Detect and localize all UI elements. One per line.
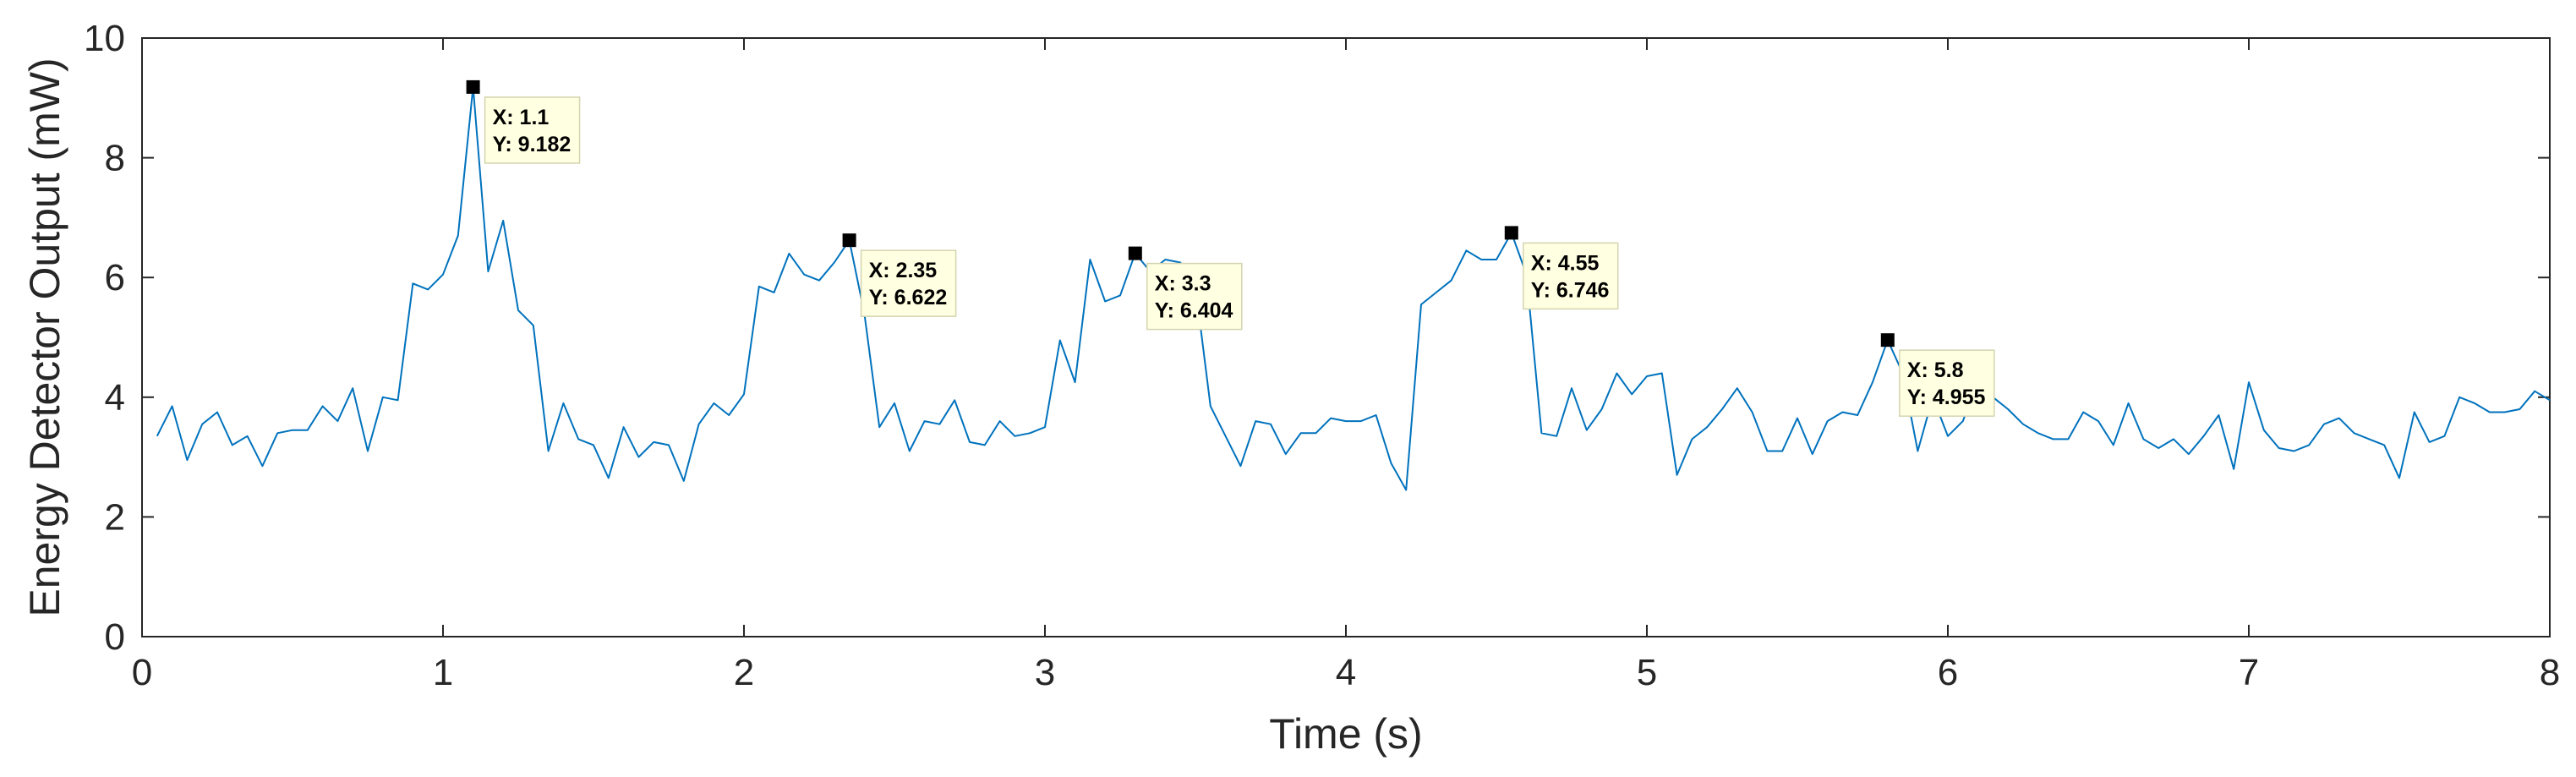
- x-tick-label: 0: [132, 652, 152, 693]
- x-axis-label: Time (s): [1269, 710, 1422, 758]
- data-tip-marker: [466, 79, 480, 94]
- data-tip-marker: [1880, 333, 1895, 347]
- data-tip-marker: [1504, 226, 1518, 240]
- data-tip: X: 3.3 Y: 6.404: [1128, 246, 1243, 331]
- x-axis-ticks: 0 1 2 3 4 5 6 7 8: [132, 38, 2560, 693]
- y-axis-label: Energy Detector Output (mW): [21, 57, 68, 616]
- data-tip-y-label: Y: 4.955: [1907, 386, 1986, 409]
- data-tip-y-label: Y: 9.182: [493, 133, 572, 156]
- x-tick-label: 5: [1637, 652, 1657, 693]
- data-tip: X: 2.35 Y: 6.622: [842, 233, 957, 317]
- y-tick-label: 8: [105, 138, 125, 179]
- x-tick-label: 6: [1938, 652, 1958, 693]
- data-tip-y-label: Y: 6.622: [869, 286, 948, 309]
- data-tip-marker: [842, 233, 856, 248]
- data-tip-x-label: X: 4.55: [1531, 251, 1600, 275]
- series-layer: [156, 85, 2551, 491]
- y-tick-label: 2: [105, 496, 125, 538]
- x-tick-label: 8: [2540, 652, 2560, 693]
- data-tip: X: 4.55 Y: 6.746: [1504, 226, 1619, 310]
- data-tip-x-label: X: 1.1: [493, 106, 550, 129]
- data-tip-y-label: Y: 6.404: [1155, 299, 1233, 323]
- x-tick-label: 7: [2239, 652, 2259, 693]
- series-line: [156, 85, 2551, 491]
- y-axis-ticks: 0 2 4 6 8 10: [84, 18, 2550, 658]
- x-tick-label: 3: [1035, 652, 1055, 693]
- data-tip-box: [1146, 262, 1243, 331]
- data-tip-x-label: X: 3.3: [1155, 272, 1211, 296]
- data-tip-marker: [1128, 246, 1142, 260]
- data-tip-box: [1523, 242, 1619, 310]
- data-tips: X: 1.1 Y: 9.182 X: 2.35 Y: 6.622 X: 3.3 Y: 6.…: [466, 79, 1995, 417]
- data-tip: X: 1.1 Y: 9.182: [466, 79, 581, 164]
- y-tick-label: 10: [84, 18, 125, 59]
- data-tip-y-label: Y: 6.746: [1531, 278, 1610, 302]
- y-tick-label: 4: [105, 377, 125, 419]
- x-tick-label: 4: [1336, 652, 1356, 693]
- data-tip-box: [484, 96, 581, 164]
- y-tick-label: 0: [105, 616, 125, 658]
- data-tip-x-label: X: 5.8: [1907, 358, 1964, 382]
- x-tick-label: 2: [734, 652, 754, 693]
- data-tip-box: [860, 249, 957, 317]
- data-tip: X: 5.8 Y: 4.955: [1880, 333, 1995, 417]
- x-tick-label: 1: [433, 652, 453, 693]
- data-tip-x-label: X: 2.35: [869, 259, 938, 282]
- data-tip-box: [1899, 349, 1995, 417]
- y-tick-label: 6: [105, 257, 125, 298]
